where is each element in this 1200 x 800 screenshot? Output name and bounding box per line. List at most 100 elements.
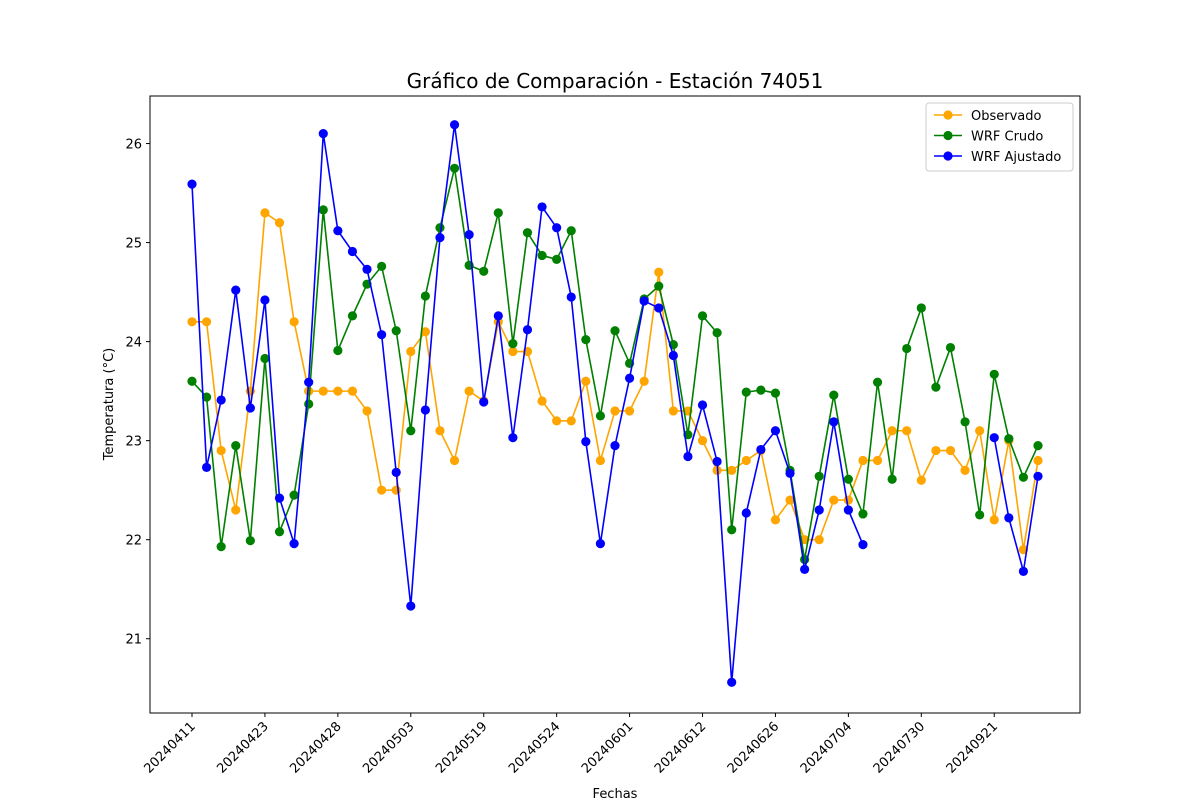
data-point-wrf-crudo — [1018, 472, 1029, 482]
y-tick-label: 24 — [125, 336, 142, 351]
data-point-wrf-ajustado — [668, 350, 678, 361]
data-point-wrf-ajustado — [187, 179, 197, 189]
data-point-observado — [858, 455, 868, 466]
data-point-wrf-crudo — [1004, 434, 1014, 444]
y-tick-label: 25 — [125, 237, 142, 252]
data-point-observado — [552, 416, 562, 426]
data-point-wrf-ajustado — [552, 223, 562, 233]
x-tick-label: 20240612 — [652, 719, 709, 776]
data-point-wrf-crudo — [289, 490, 299, 500]
data-point-wrf-crudo — [216, 542, 226, 552]
x-tick-label: 20240519 — [433, 719, 490, 776]
data-point-observado — [318, 386, 328, 396]
data-point-wrf-ajustado — [391, 467, 401, 477]
data-point-wrf-ajustado — [260, 295, 270, 305]
data-point-wrf-ajustado — [274, 493, 285, 503]
data-point-observado — [260, 208, 270, 218]
data-point-wrf-ajustado — [216, 395, 226, 405]
y-tick-label: 23 — [125, 435, 142, 450]
data-point-wrf-crudo — [391, 326, 401, 336]
data-point-wrf-crudo — [493, 208, 503, 218]
data-point-observado — [420, 327, 430, 337]
data-point-wrf-ajustado — [493, 311, 503, 321]
data-point-observado — [610, 406, 620, 416]
y-tick-label: 26 — [125, 138, 142, 153]
data-point-wrf-crudo — [1033, 441, 1043, 451]
x-tick-label: 20240411 — [141, 719, 198, 776]
series-wrf-ajustado — [187, 120, 1043, 687]
data-point-observado — [581, 376, 591, 386]
data-point-wrf-ajustado — [581, 437, 591, 447]
data-point-observado — [770, 515, 781, 525]
data-point-observado — [887, 426, 897, 436]
x-tick-label: 20240428 — [287, 719, 344, 776]
data-point-wrf-crudo — [858, 509, 868, 519]
data-point-wrf-ajustado — [654, 303, 664, 313]
data-point-wrf-crudo — [522, 228, 533, 238]
data-point-wrf-ajustado — [333, 226, 343, 236]
data-point-wrf-crudo — [916, 303, 926, 313]
data-point-wrf-crudo — [945, 342, 956, 353]
data-point-wrf-ajustado — [814, 505, 824, 515]
x-tick-label: 20240626 — [725, 719, 782, 776]
data-point-observado — [508, 346, 518, 357]
data-point-observado — [377, 485, 387, 495]
data-point-wrf-ajustado — [1004, 513, 1014, 523]
data-point-wrf-crudo — [931, 382, 941, 392]
series-line-wrf-ajustado — [993, 437, 1039, 572]
x-tick-label: 20240730 — [871, 719, 928, 776]
data-point-wrf-crudo — [960, 417, 970, 427]
data-point-wrf-crudo — [887, 474, 897, 484]
data-point-wrf-ajustado — [318, 129, 328, 139]
data-point-wrf-ajustado — [697, 400, 708, 410]
data-point-wrf-ajustado — [639, 296, 649, 306]
data-point-observado — [654, 267, 664, 277]
data-point-observado — [566, 416, 576, 426]
legend-marker-observado — [943, 110, 953, 120]
data-point-wrf-crudo — [902, 343, 912, 354]
data-point-wrf-ajustado — [595, 539, 606, 549]
legend-label-observado: Observado — [971, 109, 1042, 124]
data-point-observado — [829, 495, 839, 505]
data-point-wrf-ajustado — [304, 377, 314, 387]
data-point-observado — [304, 386, 314, 396]
data-point-wrf-ajustado — [201, 462, 212, 472]
data-point-observado — [785, 495, 795, 505]
data-point-wrf-crudo — [508, 338, 518, 349]
plot-area — [149, 95, 1081, 714]
data-point-wrf-crudo — [406, 426, 416, 436]
data-point-wrf-crudo — [975, 510, 985, 520]
data-point-wrf-ajustado — [989, 433, 999, 443]
data-point-wrf-ajustado — [231, 285, 241, 295]
y-tick-label: 21 — [125, 633, 142, 648]
data-point-observado — [741, 455, 751, 466]
data-point-observado — [697, 436, 708, 446]
data-point-wrf-ajustado — [1018, 566, 1029, 576]
data-point-wrf-ajustado — [362, 264, 372, 274]
data-point-observado — [347, 386, 358, 396]
data-point-wrf-crudo — [231, 441, 241, 451]
data-point-wrf-ajustado — [1033, 471, 1043, 481]
data-point-observado — [537, 396, 547, 406]
data-point-wrf-crudo — [318, 205, 328, 215]
data-point-wrf-ajustado — [522, 325, 533, 335]
data-point-observado — [624, 406, 635, 416]
data-point-wrf-crudo — [187, 376, 197, 386]
data-point-observado — [362, 406, 372, 416]
y-axis: 21 22 23 24 25 26 — [125, 138, 150, 648]
legend: Observado WRF Crudo WRF Ajustado — [925, 102, 1074, 172]
data-point-wrf-ajustado — [347, 246, 358, 257]
data-point-wrf-crudo — [552, 254, 562, 265]
data-point-wrf-ajustado — [479, 397, 489, 407]
data-point-observado — [435, 426, 445, 436]
data-point-observado — [1033, 455, 1043, 466]
data-point-observado — [391, 485, 401, 495]
data-point-wrf-crudo — [756, 385, 766, 395]
data-point-wrf-crudo — [814, 471, 824, 481]
data-point-wrf-ajustado — [610, 441, 620, 451]
chart-title: Gráfico de Comparación - Estación 74051 — [407, 69, 824, 93]
data-point-wrf-crudo — [201, 392, 212, 402]
data-point-observado — [916, 475, 926, 485]
data-point-wrf-crudo — [697, 311, 708, 321]
data-point-observado — [274, 218, 285, 228]
